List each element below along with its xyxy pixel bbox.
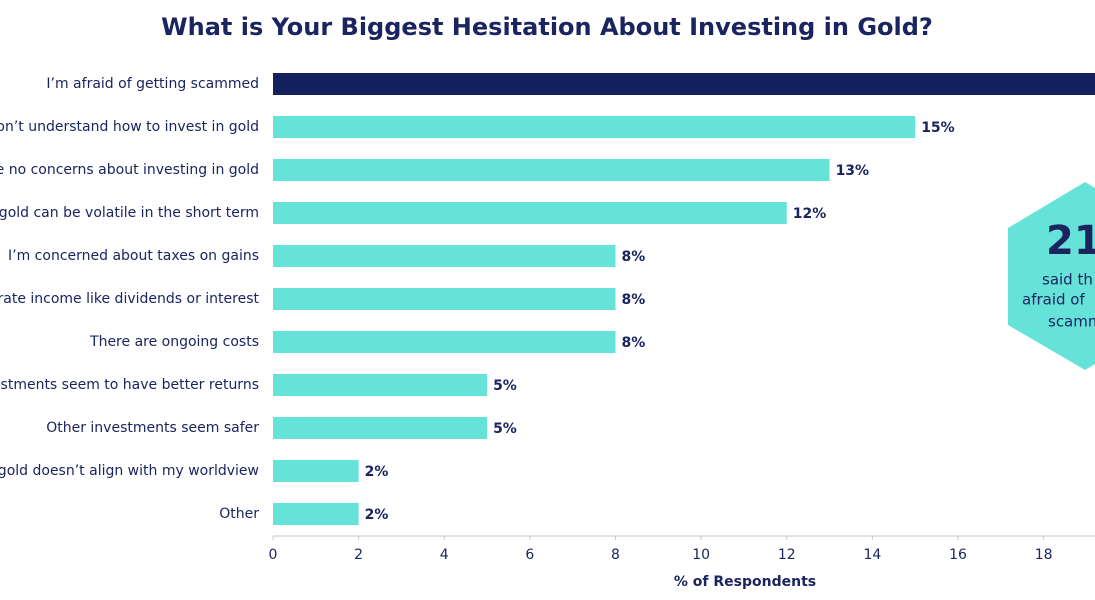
data-label: 12% <box>793 206 827 222</box>
y-tick-label: don’t understand how to invest in gold <box>0 119 259 135</box>
x-tick-label: 10 <box>692 547 710 563</box>
data-label: 8% <box>622 249 646 265</box>
y-tick-label: n gold doesn’t align with my worldview <box>0 463 259 479</box>
bar <box>273 202 787 224</box>
bar <box>273 417 488 439</box>
x-tick-label: 14 <box>863 547 881 563</box>
y-tick-label: I’m concerned about taxes on gains <box>8 248 259 264</box>
x-tick-label: 2 <box>354 547 363 563</box>
chart-title: What is Your Biggest Hesitation About In… <box>161 13 933 41</box>
data-label: 2% <box>365 464 389 480</box>
data-label: 13% <box>836 163 870 179</box>
bar <box>273 503 359 525</box>
y-tick-label: erate income like dividends or interest <box>0 291 260 307</box>
bar <box>273 460 359 482</box>
callout-text: afraid of <box>1022 291 1085 309</box>
x-tick-label: 4 <box>440 547 449 563</box>
bar <box>273 73 1095 95</box>
callout-hexagon <box>1008 182 1095 370</box>
bar <box>273 116 916 138</box>
data-label: 8% <box>622 335 646 351</box>
data-label: 5% <box>493 421 517 437</box>
bar <box>273 374 488 396</box>
y-tick-label: Other investments seem safer <box>46 420 259 436</box>
x-axis-label: % of Respondents <box>674 574 816 590</box>
plot-area <box>273 73 1095 525</box>
callout-text: scamm <box>1048 313 1095 331</box>
y-tick-label: There are ongoing costs <box>89 334 259 350</box>
x-tick-label: 8 <box>611 547 620 563</box>
callout-number: 21 <box>1046 218 1095 264</box>
data-label: 5% <box>493 378 517 394</box>
bar <box>273 331 616 353</box>
x-tick-label: 18 <box>1035 547 1053 563</box>
y-tick-label: I’m afraid of getting scammed <box>46 76 259 92</box>
y-tick-label: f gold can be volatile in the short term <box>0 205 259 221</box>
y-tick-label: ve no concerns about investing in gold <box>0 162 259 178</box>
bar <box>273 288 616 310</box>
data-label: 2% <box>365 507 389 523</box>
x-tick-label: 12 <box>778 547 796 563</box>
x-tick-label: 16 <box>949 547 967 563</box>
bar <box>273 245 616 267</box>
x-tick-label: 0 <box>269 547 278 563</box>
data-label: 8% <box>622 292 646 308</box>
data-label: 15% <box>921 120 955 136</box>
y-tick-label: Other <box>219 506 259 522</box>
bar <box>273 159 830 181</box>
y-tick-label: estments seem to have better returns <box>0 377 259 393</box>
x-tick-label: 6 <box>525 547 534 563</box>
callout-text: said th <box>1042 271 1093 289</box>
